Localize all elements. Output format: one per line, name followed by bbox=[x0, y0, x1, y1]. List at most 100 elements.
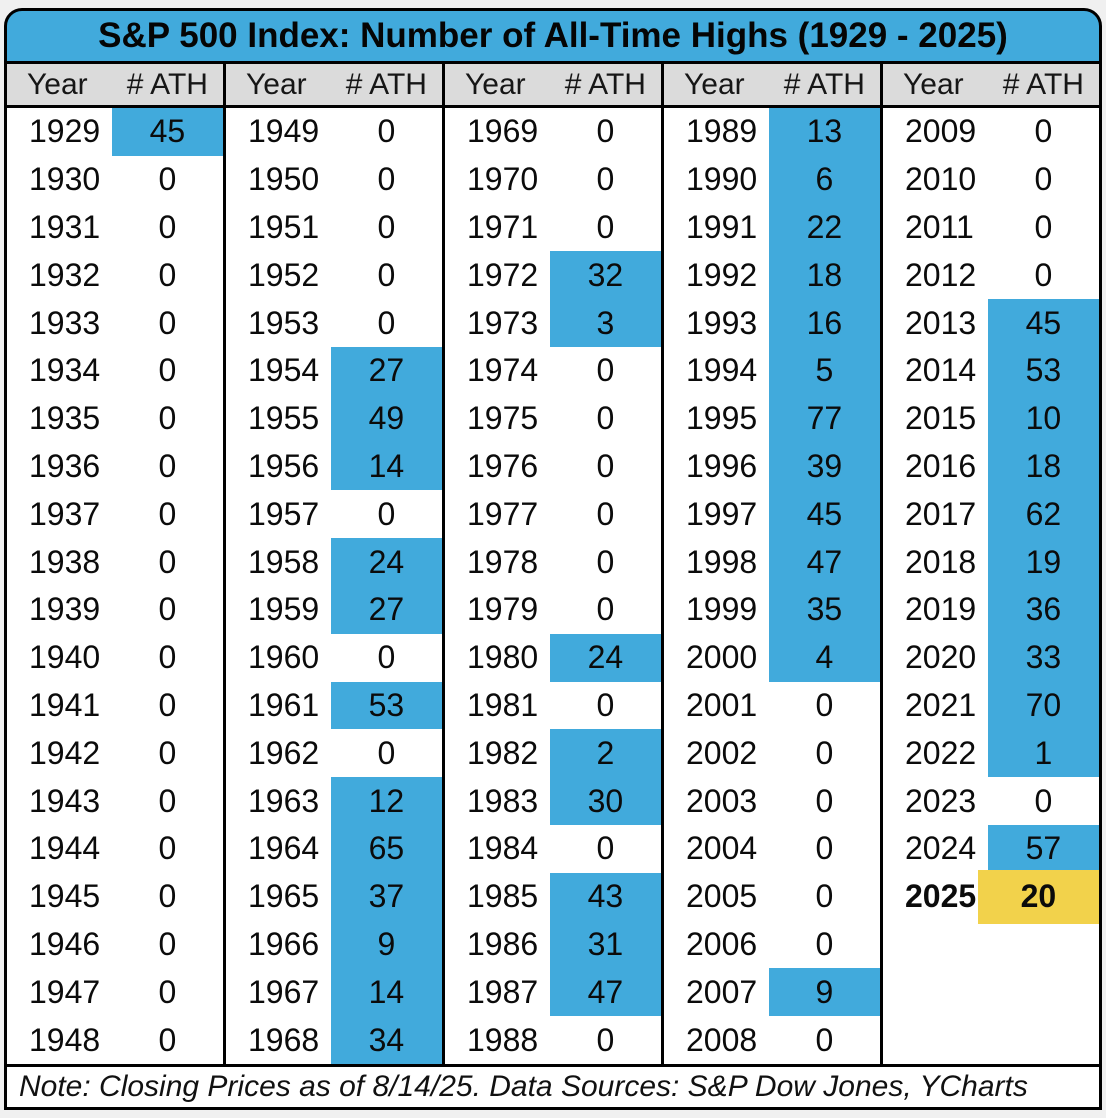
header-ath-label: # ATH bbox=[1002, 67, 1084, 101]
ath-cell: 47 bbox=[549, 968, 661, 1017]
table-row: 1994 5 bbox=[664, 346, 880, 395]
year-cell: 2025 bbox=[905, 878, 977, 915]
header-year-label: Year bbox=[465, 67, 526, 101]
table-row: 1932 0 bbox=[7, 251, 223, 299]
year-cell: 2001 bbox=[686, 686, 758, 723]
year-cell: 1965 bbox=[248, 878, 320, 915]
ath-cell: 0 bbox=[377, 208, 396, 245]
year-cell: 1959 bbox=[248, 591, 320, 628]
table-row: 1963 12 bbox=[226, 777, 442, 825]
table-row: 1964 65 bbox=[226, 824, 442, 873]
header-year-label: Year bbox=[246, 67, 307, 101]
ath-cell: 9 bbox=[768, 968, 880, 1017]
year-cell: 2004 bbox=[686, 830, 758, 867]
ath-cell: 22 bbox=[768, 203, 880, 252]
table-row: 2023 0 bbox=[883, 777, 1099, 825]
ath-cell: 5 bbox=[768, 346, 880, 395]
table-row: 2009 0 bbox=[883, 108, 1099, 156]
table-row: 2003 0 bbox=[664, 777, 880, 825]
ath-cell: 0 bbox=[1034, 113, 1053, 150]
ath-cell: 0 bbox=[158, 973, 177, 1010]
table-header-row: Year # ATH Year # ATH Year # ATH Year # ATH Year… bbox=[4, 64, 1102, 108]
year-cell: 1993 bbox=[686, 304, 758, 341]
year-cell: 1933 bbox=[29, 304, 101, 341]
table-row: 2020 33 bbox=[883, 633, 1099, 682]
ath-cell: 9 bbox=[330, 920, 442, 969]
table-row: 2006 0 bbox=[664, 921, 880, 969]
table-row: 1962 0 bbox=[226, 729, 442, 777]
year-cell: 1995 bbox=[686, 400, 758, 437]
year-cell: 1961 bbox=[248, 686, 320, 723]
table-row: 1995 77 bbox=[664, 394, 880, 443]
table-row: 2000 4 bbox=[664, 633, 880, 682]
year-cell: 2007 bbox=[686, 973, 758, 1010]
ath-cell: 45 bbox=[768, 490, 880, 539]
year-cell: 1951 bbox=[248, 208, 320, 245]
header-group: Year # ATH bbox=[664, 64, 883, 105]
ath-cell: 0 bbox=[815, 734, 834, 771]
ath-cell: 14 bbox=[330, 968, 442, 1017]
footnote: Note: Closing Prices as of 8/14/25. Data… bbox=[4, 1064, 1102, 1110]
year-cell: 1984 bbox=[467, 830, 539, 867]
ath-cell: 0 bbox=[1034, 161, 1053, 198]
ath-cell: 0 bbox=[158, 782, 177, 819]
table-row: 1996 39 bbox=[664, 442, 880, 491]
ath-cell: 0 bbox=[158, 256, 177, 293]
year-cell: 1996 bbox=[686, 447, 758, 484]
year-cell: 2022 bbox=[905, 734, 977, 771]
year-cell: 1970 bbox=[467, 161, 539, 198]
ath-cell: 0 bbox=[1034, 208, 1053, 245]
ath-cell: 34 bbox=[330, 1016, 442, 1064]
ath-cell: 77 bbox=[768, 394, 880, 443]
table-row: 1981 0 bbox=[445, 682, 661, 730]
year-cell: 1942 bbox=[29, 734, 101, 771]
year-cell: 1977 bbox=[467, 495, 539, 532]
ath-cell: 0 bbox=[158, 639, 177, 676]
ath-cell: 0 bbox=[158, 878, 177, 915]
table-row: 1993 16 bbox=[664, 299, 880, 347]
year-cell: 1971 bbox=[467, 208, 539, 245]
header-group: Year # ATH bbox=[883, 64, 1099, 105]
ath-cell: 62 bbox=[987, 490, 1099, 539]
table-row: 2015 10 bbox=[883, 394, 1099, 443]
year-cell: 1957 bbox=[248, 495, 320, 532]
year-cell: 1987 bbox=[467, 973, 539, 1010]
ath-cell: 19 bbox=[987, 538, 1099, 586]
table-row: 1971 0 bbox=[445, 204, 661, 252]
year-cell: 1947 bbox=[29, 973, 101, 1010]
ath-cell: 0 bbox=[377, 495, 396, 532]
table-row: 1930 0 bbox=[7, 156, 223, 204]
table-row: 2005 0 bbox=[664, 873, 880, 921]
year-cell: 2011 bbox=[905, 208, 974, 245]
table-row: 1950 0 bbox=[226, 156, 442, 204]
ath-cell: 39 bbox=[768, 442, 880, 491]
ath-cell: 18 bbox=[987, 442, 1099, 491]
year-cell: 1979 bbox=[467, 591, 539, 628]
year-cell: 1978 bbox=[467, 543, 539, 580]
ath-cell: 0 bbox=[158, 591, 177, 628]
table-row: 1931 0 bbox=[7, 204, 223, 252]
table-row: 1954 27 bbox=[226, 346, 442, 395]
table-row: 1958 24 bbox=[226, 538, 442, 586]
ath-cell: 53 bbox=[987, 346, 1099, 395]
year-cell: 1939 bbox=[29, 591, 101, 628]
table-row: 1998 47 bbox=[664, 538, 880, 586]
ath-cell: 27 bbox=[330, 585, 442, 634]
year-cell: 1931 bbox=[29, 208, 101, 245]
table-row: 1983 30 bbox=[445, 777, 661, 825]
ath-cell: 53 bbox=[330, 681, 442, 730]
year-cell: 1937 bbox=[29, 495, 101, 532]
ath-cell: 0 bbox=[158, 208, 177, 245]
table-row: 2012 0 bbox=[883, 251, 1099, 299]
ath-cell: 0 bbox=[596, 686, 615, 723]
year-cell: 1991 bbox=[686, 208, 758, 245]
header-ath-label: # ATH bbox=[345, 67, 427, 101]
ath-cell: 0 bbox=[158, 304, 177, 341]
header-ath-label: # ATH bbox=[564, 67, 646, 101]
ath-cell: 0 bbox=[596, 161, 615, 198]
ath-cell: 0 bbox=[1034, 256, 1053, 293]
year-cell: 1999 bbox=[686, 591, 758, 628]
year-cell: 1985 bbox=[467, 878, 539, 915]
table-row: 1959 27 bbox=[226, 585, 442, 634]
year-cell: 1956 bbox=[248, 447, 320, 484]
